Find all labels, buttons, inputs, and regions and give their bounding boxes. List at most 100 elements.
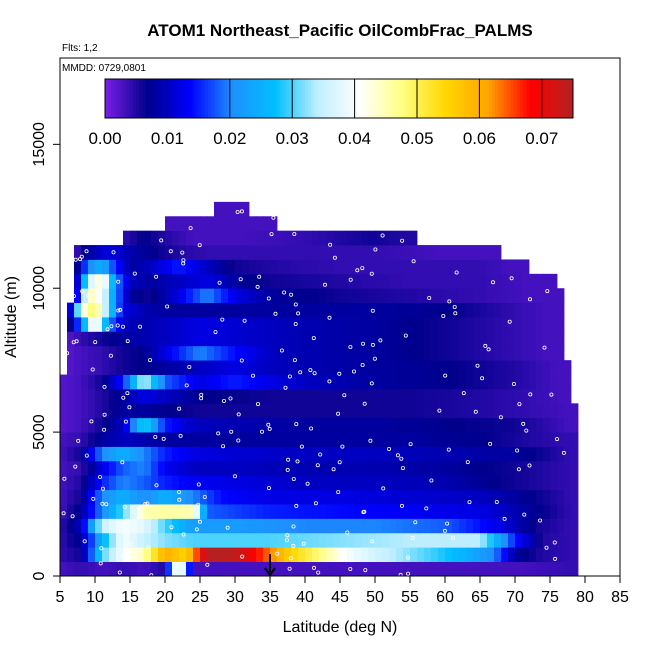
heatmap-cell bbox=[438, 259, 446, 275]
colorbar-swatch bbox=[379, 79, 384, 118]
sample-point bbox=[180, 250, 185, 255]
heatmap-cell bbox=[130, 317, 138, 332]
heatmap-cell bbox=[557, 460, 565, 476]
sample-point bbox=[149, 573, 154, 578]
heatmap-cell bbox=[368, 345, 376, 361]
heatmap-cell bbox=[361, 302, 369, 318]
heatmap-cell bbox=[88, 302, 96, 318]
heatmap-cell bbox=[452, 432, 460, 447]
heatmap-cell bbox=[116, 288, 124, 304]
colorbar-swatch bbox=[357, 79, 362, 118]
heatmap-cell bbox=[116, 475, 124, 491]
heatmap-cell bbox=[130, 489, 138, 505]
colorbar-swatch bbox=[417, 79, 421, 118]
colorbar-swatch bbox=[126, 79, 131, 118]
sample-point bbox=[363, 568, 368, 573]
heatmap-cell bbox=[508, 288, 516, 304]
heatmap-cell bbox=[214, 259, 222, 275]
heatmap-cell bbox=[543, 561, 551, 577]
heatmap-cell bbox=[193, 345, 201, 361]
heatmap-cell bbox=[438, 245, 446, 260]
heatmap-cell bbox=[389, 374, 397, 390]
heatmap-cell bbox=[326, 489, 334, 505]
heatmap-cell bbox=[347, 518, 355, 534]
heatmap-cell bbox=[361, 259, 369, 275]
heatmap-cell bbox=[487, 331, 495, 347]
heatmap-cell bbox=[221, 259, 229, 275]
heatmap-cell bbox=[284, 504, 292, 519]
heatmap-cell bbox=[487, 417, 495, 433]
heatmap-cell bbox=[480, 388, 488, 404]
heatmap-cell bbox=[501, 432, 509, 447]
heatmap-cell bbox=[382, 475, 390, 491]
sample-point bbox=[78, 257, 83, 262]
x-axis: 5 10 15 20 25 30 35 40 45 50 55 60 65 70 75 80 85 bbox=[56, 575, 629, 606]
heatmap-cell bbox=[424, 317, 432, 332]
heatmap-cell bbox=[228, 288, 236, 304]
heatmap-cell bbox=[501, 259, 509, 275]
heatmap-cell bbox=[382, 345, 390, 361]
x-tick-label: 65 bbox=[471, 589, 489, 606]
heatmap-cell bbox=[403, 388, 411, 404]
colorbar-swatch bbox=[554, 79, 558, 118]
heatmap-cell bbox=[473, 432, 481, 447]
sample-point bbox=[494, 499, 499, 504]
heatmap-cell bbox=[515, 489, 523, 505]
heatmap-cell bbox=[277, 489, 285, 505]
heatmap-cell bbox=[326, 302, 334, 318]
heatmap-cell bbox=[165, 216, 173, 232]
colorbar-swatch bbox=[257, 79, 262, 118]
sample-point bbox=[102, 384, 107, 389]
sample-point bbox=[509, 276, 514, 281]
heatmap-cell bbox=[263, 489, 271, 505]
heatmap-cell bbox=[137, 489, 145, 505]
heatmap-cell bbox=[368, 259, 376, 275]
sample-point bbox=[116, 279, 121, 284]
heatmap-cell bbox=[571, 489, 579, 505]
heatmap-cell bbox=[361, 475, 369, 491]
heatmap-cell bbox=[438, 345, 446, 361]
sample-point bbox=[292, 231, 297, 236]
heatmap-cell bbox=[256, 518, 264, 534]
colorbar-swatch bbox=[108, 79, 112, 118]
heatmap-cell bbox=[417, 374, 425, 390]
heatmap-cell bbox=[438, 374, 446, 390]
heatmap-cell bbox=[312, 360, 320, 375]
heatmap-cell bbox=[550, 489, 558, 505]
heatmap-cell bbox=[298, 302, 306, 318]
heatmap-cell bbox=[165, 504, 173, 519]
heatmap-cell bbox=[305, 374, 313, 390]
heatmap-cell bbox=[256, 460, 264, 476]
heatmap-cell bbox=[326, 446, 334, 462]
heatmap-cell bbox=[501, 273, 509, 289]
heatmap-cell bbox=[403, 374, 411, 390]
heatmap-cell bbox=[158, 403, 166, 419]
heatmap-cell bbox=[235, 561, 243, 577]
heatmap-cell bbox=[172, 374, 180, 390]
heatmap-cell bbox=[529, 460, 537, 476]
sample-point bbox=[312, 371, 317, 376]
heatmap-cell bbox=[312, 460, 320, 476]
heatmap-cell bbox=[88, 475, 96, 491]
heatmap-cell bbox=[333, 259, 341, 275]
heatmap-cell bbox=[319, 273, 327, 289]
heatmap-cell bbox=[508, 273, 516, 289]
heatmap-cell bbox=[424, 360, 432, 375]
heatmap-cell bbox=[550, 532, 558, 548]
heatmap-cell bbox=[452, 388, 460, 404]
heatmap-cell bbox=[382, 374, 390, 390]
heatmap-cell bbox=[424, 547, 432, 563]
heatmap-cell bbox=[508, 374, 516, 390]
heatmap-cell bbox=[410, 245, 418, 260]
heatmap-cell bbox=[165, 273, 173, 289]
x-tick-label: 45 bbox=[331, 589, 349, 606]
heatmap-cell bbox=[235, 475, 243, 491]
heatmap-cell bbox=[522, 317, 530, 332]
heatmap-cell bbox=[172, 518, 180, 534]
sample-point bbox=[236, 412, 241, 417]
heatmap-cell bbox=[102, 432, 110, 447]
heatmap-cell bbox=[95, 432, 103, 447]
sample-point bbox=[73, 464, 78, 469]
heatmap-cell bbox=[459, 273, 467, 289]
